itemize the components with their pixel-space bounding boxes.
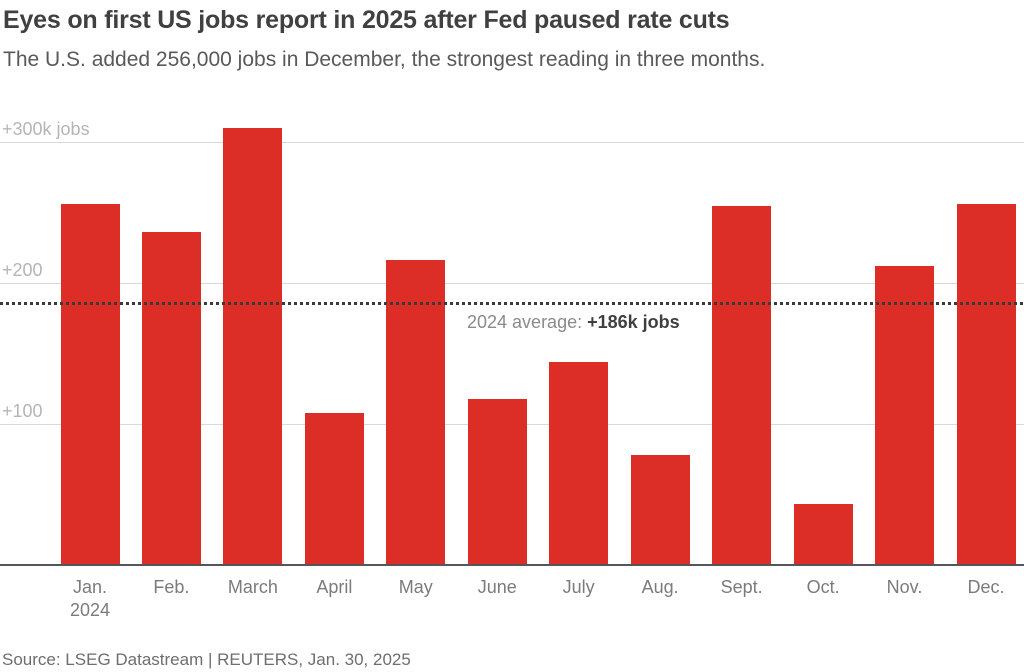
average-annotation: 2024 average: +186k jobs: [467, 312, 680, 333]
x-label-april: April: [289, 576, 379, 599]
plot-area: +100 +200 +300k jobs 2024 average: +186k j…: [0, 119, 1024, 565]
bar-july: [549, 362, 609, 565]
x-label-oct: Oct.: [778, 576, 868, 599]
average-annotation-label: 2024 average:: [467, 312, 588, 332]
x-label-feb: Feb.: [126, 576, 216, 599]
x-label-aug: Aug.: [615, 576, 705, 599]
ytick-label-300: +300k jobs: [2, 119, 90, 139]
x-label-month-text: Dec.: [967, 577, 1005, 597]
gridline-300: [0, 142, 1024, 143]
bar-dec: [956, 204, 1016, 565]
ytick-label-100: +100: [2, 401, 43, 421]
x-label-month-text: June: [477, 577, 517, 597]
source-line: Source: LSEG Datastream | REUTERS, Jan. …: [2, 650, 411, 669]
x-label-month-text: July: [562, 577, 595, 597]
x-label-june: June: [452, 576, 542, 599]
bar-aug: [630, 455, 690, 565]
x-label-dec: Dec.: [941, 576, 1024, 599]
bar-march: [223, 127, 283, 565]
bar-jan: [60, 204, 120, 565]
bar-sept: [712, 205, 772, 565]
x-sublabel-year: 2024: [69, 600, 111, 620]
x-label-march: March: [208, 576, 298, 599]
bar-oct: [793, 504, 853, 565]
x-label-month-text: Jan.: [72, 577, 108, 597]
x-label-month-text: April: [316, 577, 353, 597]
x-label-jan: Jan. 2024: [45, 576, 135, 622]
x-label-sept: Sept.: [697, 576, 787, 599]
x-label-july: July: [534, 576, 624, 599]
x-label-month-text: March: [227, 577, 278, 597]
x-label-month-text: Nov.: [886, 577, 923, 597]
x-label-nov: Nov.: [860, 576, 950, 599]
bar-feb: [141, 232, 201, 565]
x-label-month-text: Aug.: [641, 577, 679, 597]
gridline-200: [0, 283, 1024, 284]
bar-june: [467, 398, 527, 565]
x-axis-line: [0, 564, 1024, 566]
x-label-month-text: Feb.: [153, 577, 190, 597]
x-label-month-text: Sept.: [720, 577, 763, 597]
x-label-month-text: Oct.: [806, 577, 840, 597]
chart-subtitle: The U.S. added 256,000 jobs in December,…: [3, 48, 766, 71]
bar-may: [386, 260, 446, 565]
chart-title: Eyes on first US jobs report in 2025 aft…: [3, 6, 730, 34]
average-annotation-value: +186k jobs: [587, 312, 680, 332]
average-line: [0, 302, 1024, 305]
bar-nov: [875, 266, 934, 565]
x-label-may: May: [371, 576, 461, 599]
ytick-label-200: +200: [2, 260, 43, 280]
x-label-month-text: May: [398, 577, 433, 597]
bar-april: [304, 412, 364, 565]
